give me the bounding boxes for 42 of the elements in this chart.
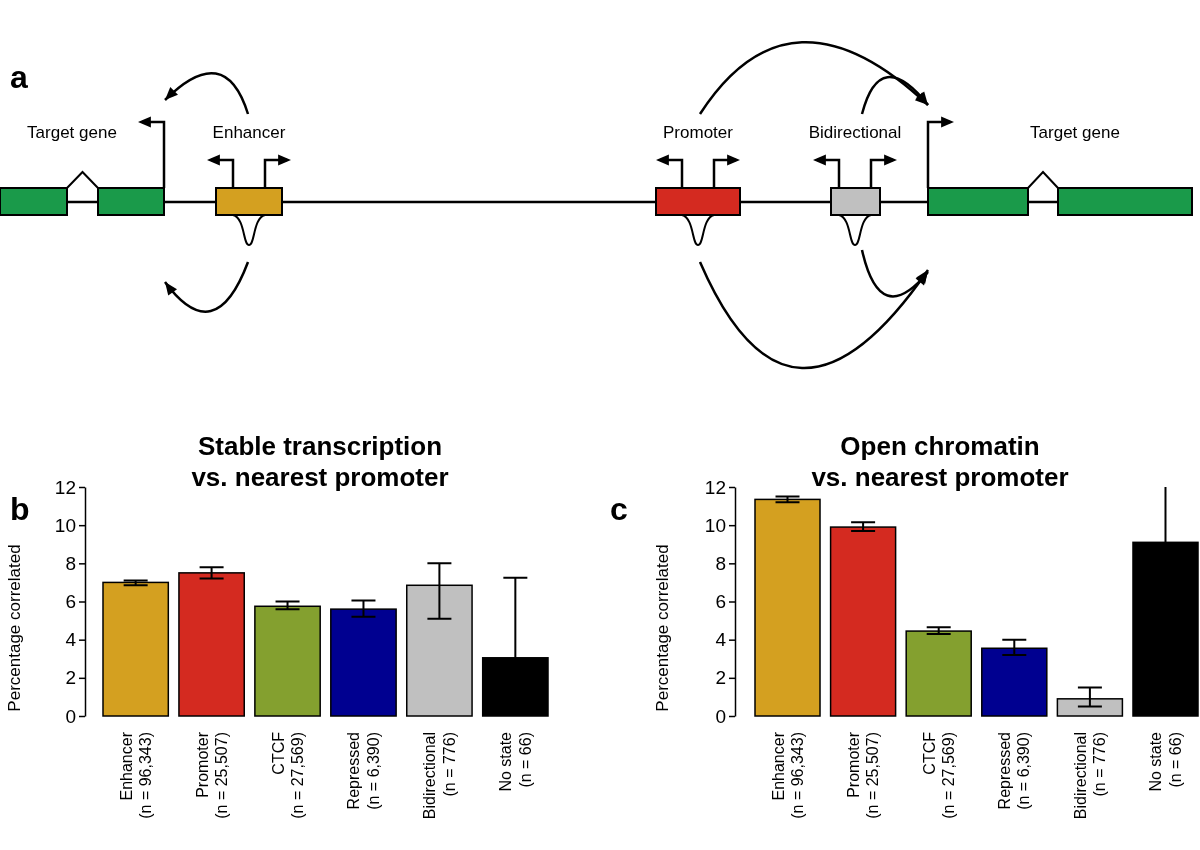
y-tick-label: 12 [54, 476, 76, 498]
y-tick-label: 4 [65, 629, 77, 651]
chart-title: Stable transcription vs. nearest promoter [191, 431, 449, 492]
x-tick-label: Promoter (n = 25,507) [845, 731, 882, 819]
bar [754, 498, 821, 717]
x-tick-label: Promoter (n = 25,507) [193, 731, 230, 819]
text: Target gene [1030, 123, 1120, 142]
bar [102, 581, 170, 717]
y-tick-label: 8 [65, 552, 76, 574]
text: Target gene [27, 123, 117, 142]
y-axis-title: Percentage correlated [653, 544, 672, 712]
bar [254, 605, 321, 717]
text: a [10, 59, 28, 95]
x-tick-label: Enhancer (n = 96,343) [117, 731, 154, 819]
x-tick-label: Bidirectional (n = 776) [1071, 732, 1109, 820]
y-tick-label: 4 [715, 629, 727, 651]
text: c [610, 491, 628, 527]
text: Promoter [663, 123, 734, 142]
y-tick-label: 2 [715, 667, 726, 689]
x-tick-label: CTCF (n = 27,569) [269, 731, 306, 819]
chart-title: Open chromatin vs. nearest promoter [811, 431, 1069, 492]
y-tick-label: 12 [704, 476, 726, 498]
text: b [10, 491, 30, 527]
bar [905, 630, 972, 717]
x-tick-label: Enhancer (n = 96,343) [769, 731, 806, 819]
x-tick-label: Repressed (n = 6,390) [996, 732, 1033, 810]
x-tick-label: Repressed (n = 6,390) [345, 732, 382, 810]
y-tick-label: 0 [65, 705, 76, 727]
y-tick-label: 0 [715, 705, 726, 727]
y-tick-label: 6 [65, 591, 76, 613]
y-tick-label: 6 [715, 591, 726, 613]
text: Bidirectional [808, 123, 902, 142]
x-tick-label: No state (n = 66) [497, 731, 534, 792]
y-tick-label: 10 [704, 514, 726, 536]
y-tick-label: 10 [54, 514, 76, 536]
y-tick-label: 2 [65, 667, 76, 689]
y-tick-label: 8 [715, 552, 726, 574]
x-tick-label: Bidirectional (n = 776) [421, 732, 458, 820]
y-axis-title: Percentage correlated [5, 544, 24, 712]
x-tick-label: CTCF (n = 27,569) [920, 731, 957, 819]
text: Enhancer [212, 123, 286, 142]
x-tick-label: No state (n = 66) [1147, 731, 1184, 792]
